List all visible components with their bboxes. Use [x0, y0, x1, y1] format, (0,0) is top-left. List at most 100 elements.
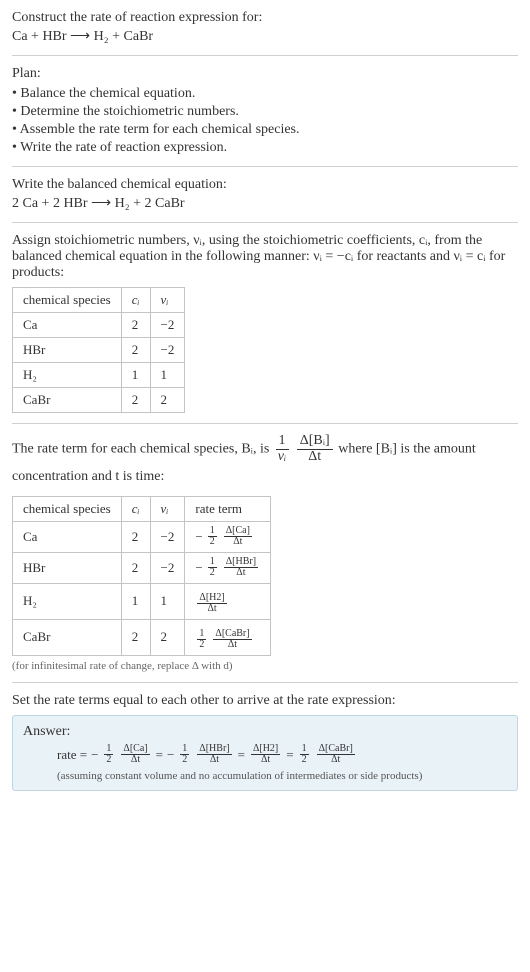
table-cell: 2 [150, 619, 185, 655]
generic-coef-frac: 1 νᵢ [275, 434, 289, 464]
fraction: Δ[Ca]Δt [224, 526, 252, 548]
fraction: Δ[Ca]Δt [121, 744, 149, 766]
frac-den: Δt [234, 568, 247, 579]
divider [12, 222, 518, 223]
rateterm-intro: The rate term for each chemical species,… [12, 434, 518, 490]
table-cell: CaBr [13, 619, 122, 655]
table-header: rate term [185, 496, 271, 521]
table-cell: 1 [150, 583, 185, 619]
fraction: Δ[H2]Δt [197, 593, 226, 615]
table-header: chemical species [13, 496, 122, 521]
frac-den: Δt [226, 640, 239, 651]
rate-term: −12Δ[HBr]Δt [195, 557, 260, 579]
table-cell: 2 [121, 338, 150, 363]
fraction: 12 [208, 557, 217, 579]
rate-term: −12 Δ[Ca]Δt [195, 526, 254, 548]
balanced-equation: 2 Ca + 2 HBr ⟶ H₂ + 2 CaBr [12, 195, 518, 212]
frac-den: Δt [208, 755, 221, 766]
fraction: 12 [208, 526, 217, 548]
fraction: 12 [197, 629, 206, 651]
final-title: Set the rate terms equal to each other t… [12, 693, 518, 709]
table-cell: HBr [13, 338, 122, 363]
table-cell: 2 [121, 521, 150, 552]
frac-den: 2 [300, 755, 309, 766]
plan-title: Plan: [12, 66, 518, 82]
frac-den: Δt [329, 755, 342, 766]
table-cell: 1 [121, 363, 150, 388]
rateterm-footnote: (for infinitesimal rate of change, repla… [12, 660, 518, 672]
frac-den: 2 [208, 568, 217, 579]
table-header: νᵢ [150, 288, 185, 313]
frac-den: 2 [104, 755, 113, 766]
frac-den: 2 [197, 640, 206, 651]
table-cell: Ca [13, 521, 122, 552]
divider [12, 166, 518, 167]
table-cell: Δ[H2]Δt [185, 583, 271, 619]
table-cell: Ca [13, 313, 122, 338]
rateterm-intro-pre: The rate term for each chemical species,… [12, 441, 273, 456]
table-header: cᵢ [121, 496, 150, 521]
answer-box: Answer: rate = −12Δ[Ca]Δt=−12Δ[HBr]Δt=Δ[… [12, 715, 518, 791]
table-cell: 12 Δ[CaBr]Δt [185, 619, 271, 655]
generic-delta-frac: Δ[Bᵢ] Δt [297, 434, 333, 464]
table-cell: H₂ [13, 583, 122, 619]
table-cell: −2 [150, 313, 185, 338]
table-cell: −12 Δ[Ca]Δt [185, 521, 271, 552]
fraction: Δ[H2]Δt [251, 744, 280, 766]
rateterm-table: chemical species cᵢ νᵢ rate term Ca2−2−1… [12, 496, 271, 656]
frac-den: Δt [305, 450, 324, 465]
table-cell: −12Δ[HBr]Δt [185, 552, 271, 583]
answer-label: Answer: [23, 724, 507, 740]
frac-den: νᵢ [275, 450, 289, 465]
frac-den: Δt [259, 755, 272, 766]
frac-den: 2 [180, 755, 189, 766]
table-cell: HBr [13, 552, 122, 583]
answer-assumption: (assuming constant volume and no accumul… [23, 770, 507, 782]
plan-item: • Assemble the rate term for each chemic… [12, 122, 518, 138]
stoich-table: chemical species cᵢ νᵢ Ca 2 −2 HBr 2 −2 … [12, 287, 185, 413]
rate-label: rate = [57, 747, 87, 763]
sign: − [167, 747, 174, 763]
table-cell: 1 [121, 583, 150, 619]
frac-num: Δ[Bᵢ] [297, 434, 333, 450]
table-cell: 2 [121, 552, 150, 583]
table-row: CaBr 2 2 [13, 388, 185, 413]
table-cell: 2 [150, 388, 185, 413]
rate-term: Δ[H2]Δt [195, 593, 228, 615]
balanced-title: Write the balanced chemical equation: [12, 177, 518, 193]
divider [12, 423, 518, 424]
fraction: Δ[CaBr]Δt [213, 629, 251, 651]
fraction: Δ[HBr]Δt [197, 744, 231, 766]
sign: − [195, 560, 202, 576]
table-row: CaBr2212Δ[CaBr]Δt [13, 619, 271, 655]
prompt-title: Construct the rate of reaction expressio… [12, 10, 518, 26]
fraction: Δ[CaBr]Δt [317, 744, 355, 766]
frac-den: Δt [129, 755, 142, 766]
fraction: 12 [180, 744, 189, 766]
table-row: Ca2−2−12Δ[Ca]Δt [13, 521, 271, 552]
table-row: HBr2−2−12Δ[HBr]Δt [13, 552, 271, 583]
table-cell: 2 [121, 619, 150, 655]
table-header: chemical species [13, 288, 122, 313]
table-row: HBr 2 −2 [13, 338, 185, 363]
sign: − [91, 747, 98, 763]
plan-item: • Determine the stoichiometric numbers. [12, 104, 518, 120]
stoich-intro: Assign stoichiometric numbers, νᵢ, using… [12, 233, 518, 281]
equals: = [238, 747, 245, 763]
table-cell: 1 [150, 363, 185, 388]
fraction: 12 [300, 744, 309, 766]
table-cell: CaBr [13, 388, 122, 413]
table-header: νᵢ [150, 496, 185, 521]
table-header: cᵢ [121, 288, 150, 313]
table-row: H₂ 1 1 [13, 363, 185, 388]
frac-den: Δt [231, 537, 244, 548]
fraction: 12 [104, 744, 113, 766]
plan-list: • Balance the chemical equation. • Deter… [12, 86, 518, 156]
plan-item: • Balance the chemical equation. [12, 86, 518, 102]
plan-item: • Write the rate of reaction expression. [12, 140, 518, 156]
divider [12, 55, 518, 56]
divider [12, 682, 518, 683]
sign: − [195, 529, 202, 545]
table-row: H₂11Δ[H2]Δt [13, 583, 271, 619]
frac-den: 2 [208, 537, 217, 548]
